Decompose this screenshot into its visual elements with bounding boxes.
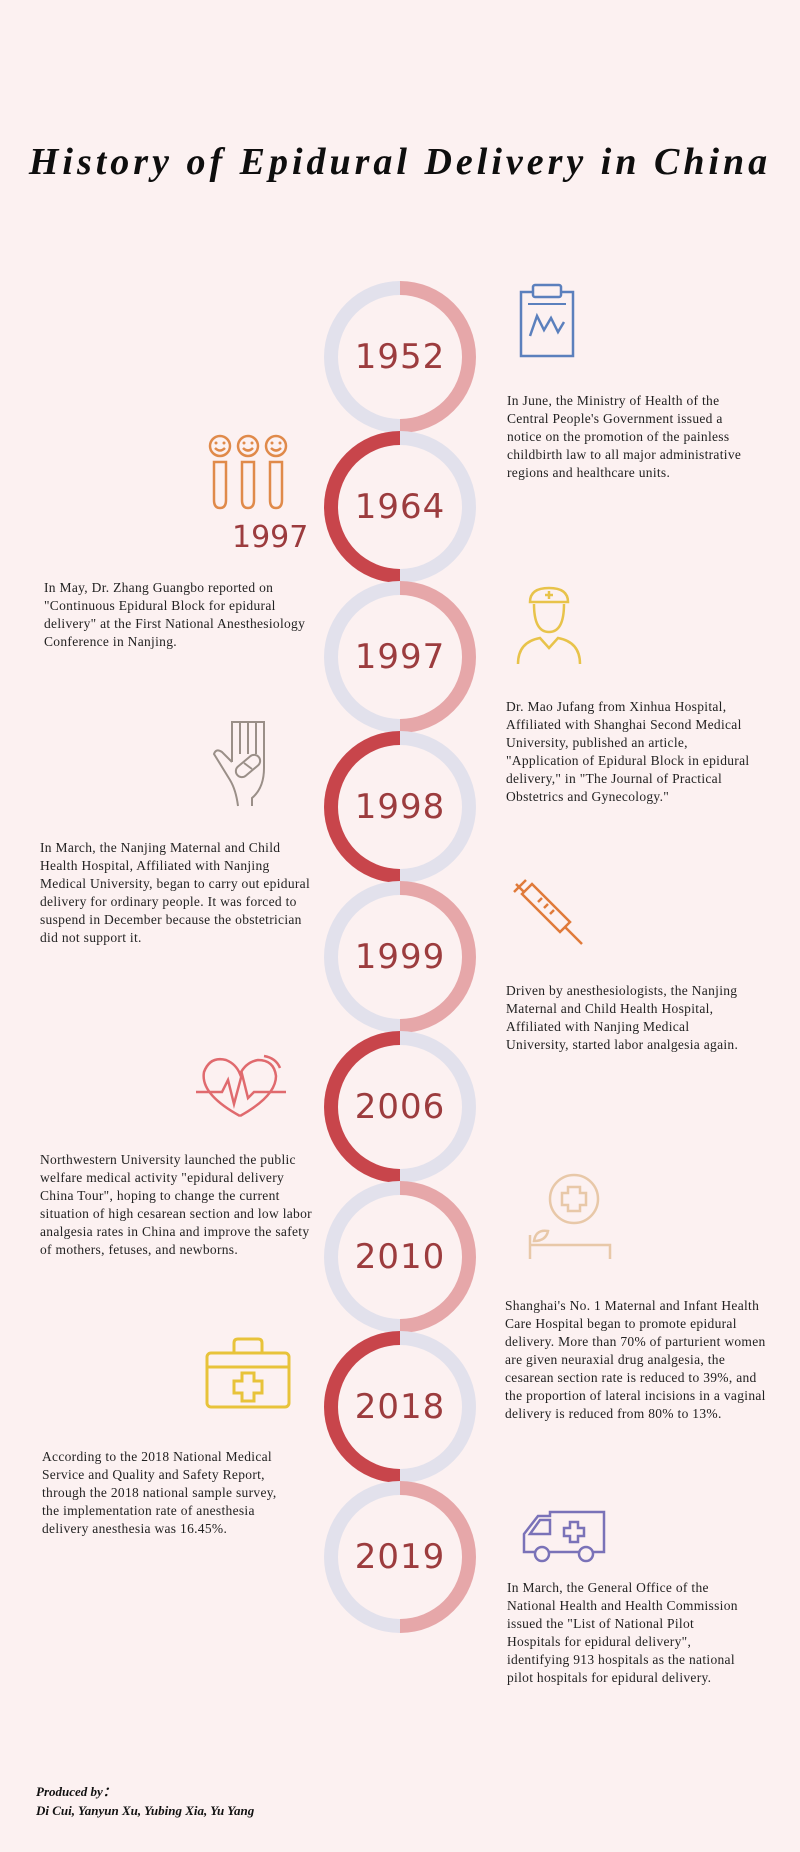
event-text-1998: In March, the Nanjing Maternal and Child… xyxy=(40,840,311,945)
ambulance-icon xyxy=(522,1510,606,1563)
year-label: 1964 xyxy=(354,487,446,527)
event-text-1952: In June, the Ministry of Health of the C… xyxy=(507,393,742,480)
credits-names: Di Cui, Yanyun Xu, Yubing Xia, Yu Yang xyxy=(36,1803,255,1818)
timeline-ring-2018: 2018 xyxy=(324,1331,476,1483)
medical-kit-icon xyxy=(205,1337,291,1409)
year-label: 2010 xyxy=(354,1237,446,1277)
page-title: History of Epidural Delivery in China xyxy=(28,141,772,183)
year-label: 1952 xyxy=(354,337,446,377)
year-label: 2019 xyxy=(354,1537,446,1577)
smiley-tubes-icon xyxy=(208,434,288,510)
timeline-ring-1999: 1999 xyxy=(324,881,476,1033)
heartbeat-icon xyxy=(196,1054,286,1118)
clipboard-chart-icon xyxy=(519,283,575,358)
year-label: 1998 xyxy=(354,787,446,827)
event-text-2019: In March, the General Office of the Nati… xyxy=(507,1580,738,1685)
timeline-ring-2010: 2010 xyxy=(324,1181,476,1333)
hand-bandage-icon xyxy=(212,721,265,807)
event-text-1997-a: In May, Dr. Zhang Guangbo reported on "C… xyxy=(44,580,306,649)
timeline-ring-2019: 2019 xyxy=(324,1481,476,1633)
event-text-2010: Shanghai's No. 1 Maternal and Infant Hea… xyxy=(505,1298,766,1421)
nurse-icon xyxy=(516,586,582,665)
year-label-1997: 1997 xyxy=(232,520,309,555)
timeline-ring-1952: 1952 xyxy=(324,281,476,433)
timeline-ring-1964: 1964 xyxy=(324,431,476,583)
year-label: 2018 xyxy=(354,1387,446,1427)
timeline-ring-1998: 1998 xyxy=(324,731,476,883)
year-label: 2006 xyxy=(354,1087,446,1127)
event-text-1999: Driven by anesthesiologists, the Nanjing… xyxy=(506,983,739,1052)
syringe-icon xyxy=(513,879,583,945)
timeline-ring-2006: 2006 xyxy=(324,1031,476,1183)
event-text-2018: According to the 2018 National Medical S… xyxy=(42,1449,277,1536)
hospital-bed-icon xyxy=(528,1173,612,1259)
credits-label: Produced by： xyxy=(36,1784,116,1799)
year-label: 1999 xyxy=(354,937,446,977)
credits: Produced by： Di Cui, Yanyun Xu, Yubing X… xyxy=(36,1782,254,1820)
timeline-ring-1997: 1997 xyxy=(324,581,476,733)
year-label: 1997 xyxy=(354,637,446,677)
event-text-2006: Northwestern University launched the pub… xyxy=(40,1152,312,1257)
event-text-1997-b: Dr. Mao Jufang from Xinhua Hospital, Aff… xyxy=(506,699,750,804)
